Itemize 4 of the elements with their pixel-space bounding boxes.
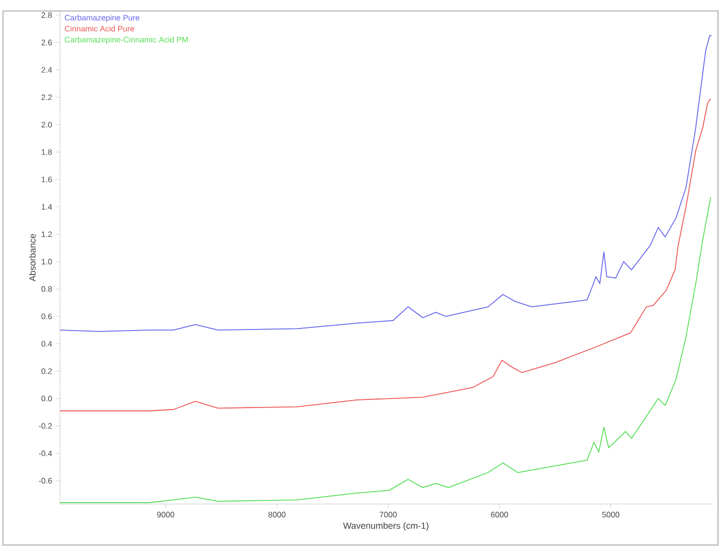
line-series: [60, 98, 712, 412]
y-axis-title: Absorbance: [29, 234, 36, 282]
x-axis-title: Wavenumbers (cm-1): [343, 522, 428, 531]
line-series: [60, 35, 712, 332]
